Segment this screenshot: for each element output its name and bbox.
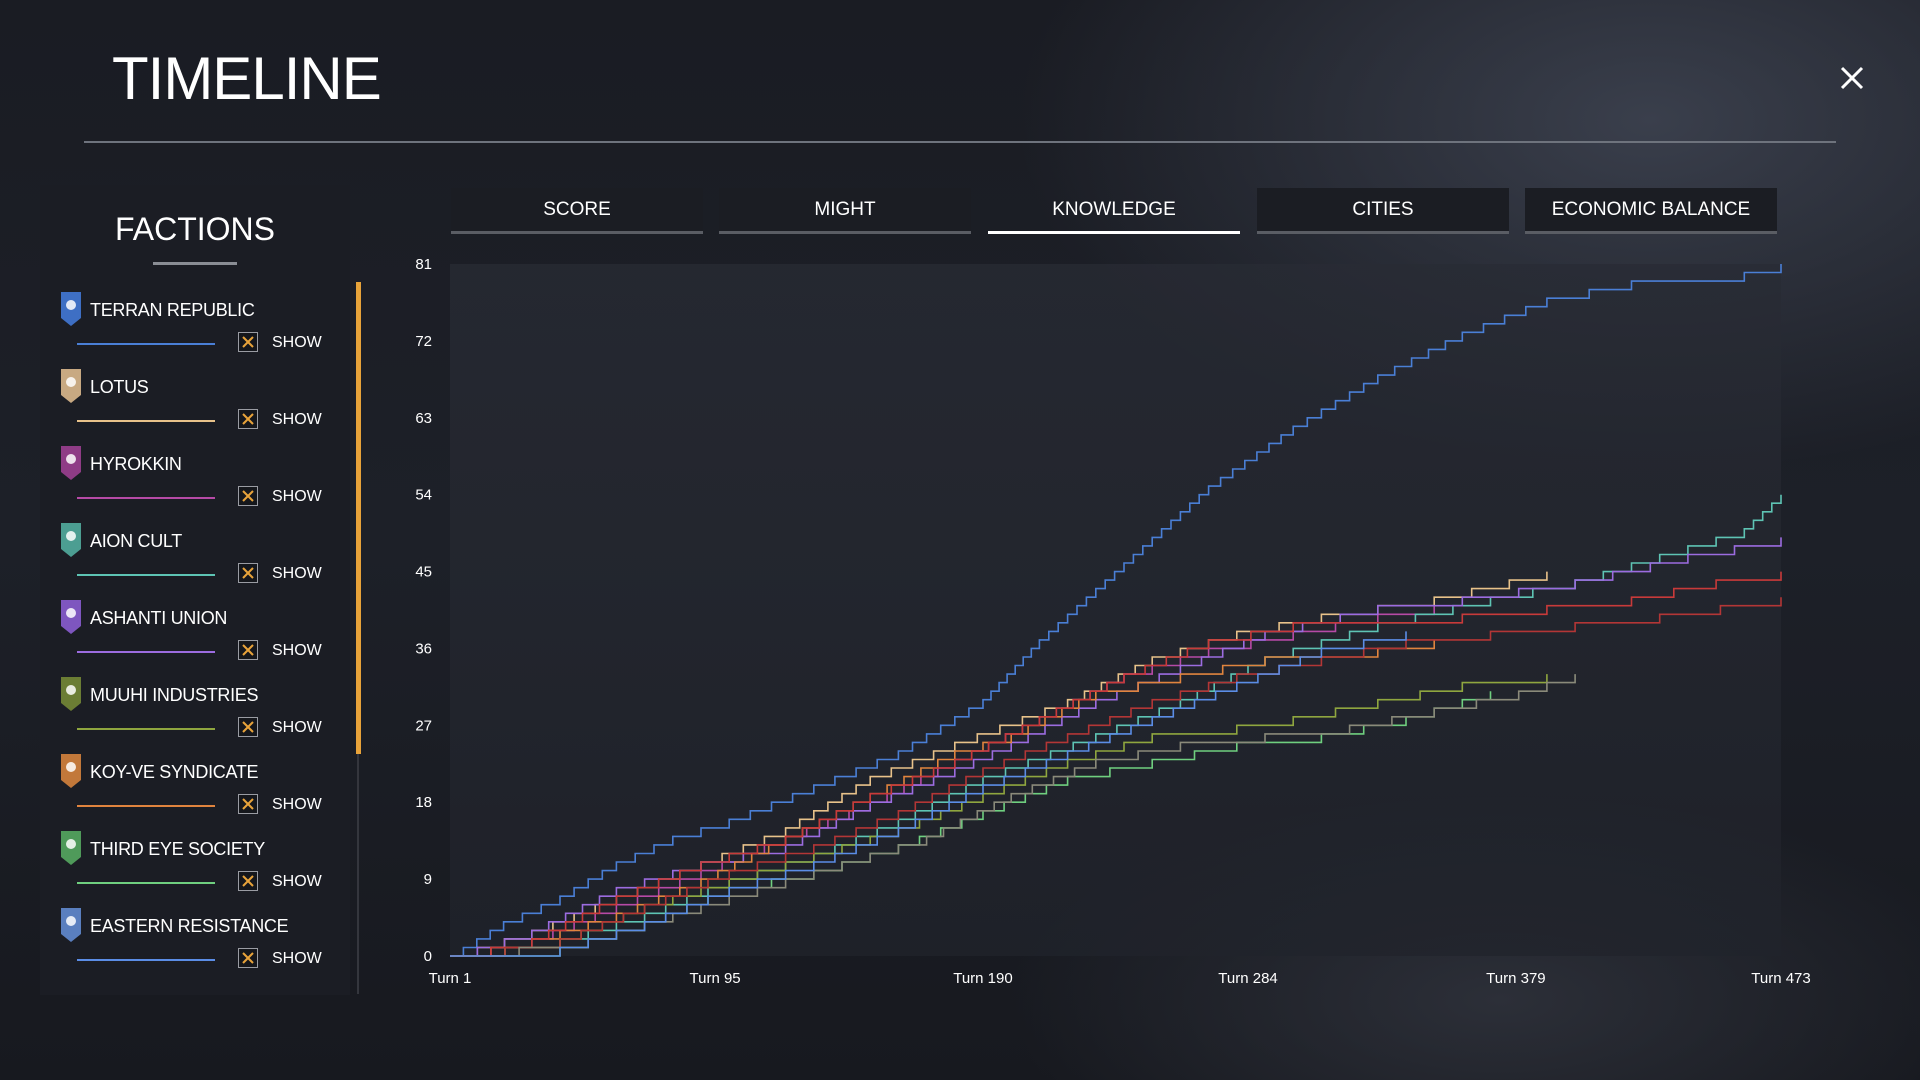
faction-color-swatch [77,728,215,730]
faction-show-label: SHOW [272,642,322,659]
faction-row: MUUHI INDUSTRIES SHOW [60,676,350,753]
x-tick-label: Turn 473 [1751,970,1810,987]
x-tick-label: Turn 379 [1486,970,1545,987]
tab-economic-balance[interactable]: ECONOMIC BALANCE [1525,188,1777,234]
faction-color-swatch [77,343,215,345]
faction-scrollbar-thumb[interactable] [356,282,361,754]
terran-emblem-icon [60,291,82,327]
y-tick-label: 63 [415,410,432,427]
faction-show-label: SHOW [272,334,322,351]
faction-color-swatch [77,651,215,653]
faction-row: AION CULT SHOW [60,522,350,599]
faction-name: TERRAN REPUBLIC [90,300,255,320]
tab-might[interactable]: MIGHT [719,188,971,234]
faction-show-label: SHOW [272,488,322,505]
faction-row: KOY-VE SYNDICATE SHOW [60,753,350,830]
factions-panel: FACTIONS TERRAN REPUBLIC SHOW LOTUS SHOW HYR… [40,185,350,995]
check-x-icon [242,413,254,425]
tab-knowledge[interactable]: KNOWLEDGE [988,188,1240,234]
faction-show-label: SHOW [272,565,322,582]
page-title: TIMELINE [112,45,382,112]
faction-color-swatch [77,882,215,884]
faction-name: HYROKKIN [90,454,182,474]
faction-show-label: SHOW [272,411,322,428]
faction-name: ASHANTI UNION [90,608,228,628]
faction-color-swatch [77,574,215,576]
ashanti-emblem-icon [60,599,82,635]
faction-show-checkbox[interactable] [238,948,258,968]
aion-emblem-icon [60,522,82,558]
check-x-icon [242,567,254,579]
faction-name: AION CULT [90,531,182,551]
check-x-icon [242,490,254,502]
hyrokkin-emblem-icon [60,445,82,481]
x-tick-label: Turn 95 [690,970,741,987]
faction-name: THIRD EYE SOCIETY [90,839,265,859]
faction-show-label: SHOW [272,796,322,813]
check-x-icon [242,952,254,964]
faction-show-checkbox[interactable] [238,332,258,352]
y-tick-label: 0 [424,948,432,965]
eastern-emblem-icon [60,907,82,943]
faction-show-label: SHOW [272,950,322,967]
y-tick-label: 45 [415,564,432,581]
title-divider [84,141,1836,143]
faction-show-checkbox[interactable] [238,409,258,429]
check-x-icon [242,721,254,733]
check-x-icon [242,875,254,887]
faction-show-checkbox[interactable] [238,563,258,583]
faction-name: EASTERN RESISTANCE [90,916,289,936]
faction-name: MUUHI INDUSTRIES [90,685,259,705]
check-x-icon [242,798,254,810]
faction-row: TERRAN REPUBLIC SHOW [60,291,350,368]
koyve-emblem-icon [60,753,82,789]
y-tick-label: 72 [415,333,432,350]
x-tick-label: Turn 1 [429,970,472,987]
faction-color-swatch [77,420,215,422]
faction-row: HYROKKIN SHOW [60,445,350,522]
lotus-emblem-icon [60,368,82,404]
faction-show-checkbox[interactable] [238,871,258,891]
faction-show-label: SHOW [272,873,322,890]
third-eye-emblem-icon [60,830,82,866]
faction-show-checkbox[interactable] [238,794,258,814]
faction-show-checkbox[interactable] [238,717,258,737]
faction-color-swatch [77,805,215,807]
faction-color-swatch [77,959,215,961]
faction-row: LOTUS SHOW [60,368,350,445]
tab-cities[interactable]: CITIES [1257,188,1509,234]
faction-row: ASHANTI UNION SHOW [60,599,350,676]
y-tick-label: 81 [415,256,432,273]
faction-row: THIRD EYE SOCIETY SHOW [60,830,350,907]
check-x-icon [242,336,254,348]
faction-name: LOTUS [90,377,149,397]
factions-title-divider [153,262,237,265]
faction-show-checkbox[interactable] [238,486,258,506]
faction-show-label: SHOW [272,719,322,736]
close-icon[interactable] [1836,62,1868,94]
y-tick-label: 18 [415,794,432,811]
faction-row: EASTERN RESISTANCE SHOW [60,907,350,984]
chart-plot-area [450,264,1781,956]
muuhi-emblem-icon [60,676,82,712]
faction-name: KOY-VE SYNDICATE [90,762,259,782]
y-tick-label: 54 [415,487,432,504]
faction-color-swatch [77,497,215,499]
factions-title: FACTIONS [114,211,275,247]
y-tick-label: 27 [415,717,432,734]
x-tick-label: Turn 284 [1218,970,1277,987]
check-x-icon [242,644,254,656]
tab-score[interactable]: SCORE [451,188,703,234]
faction-show-checkbox[interactable] [238,640,258,660]
y-tick-label: 36 [415,640,432,657]
y-tick-label: 9 [424,871,432,888]
x-tick-label: Turn 190 [953,970,1012,987]
